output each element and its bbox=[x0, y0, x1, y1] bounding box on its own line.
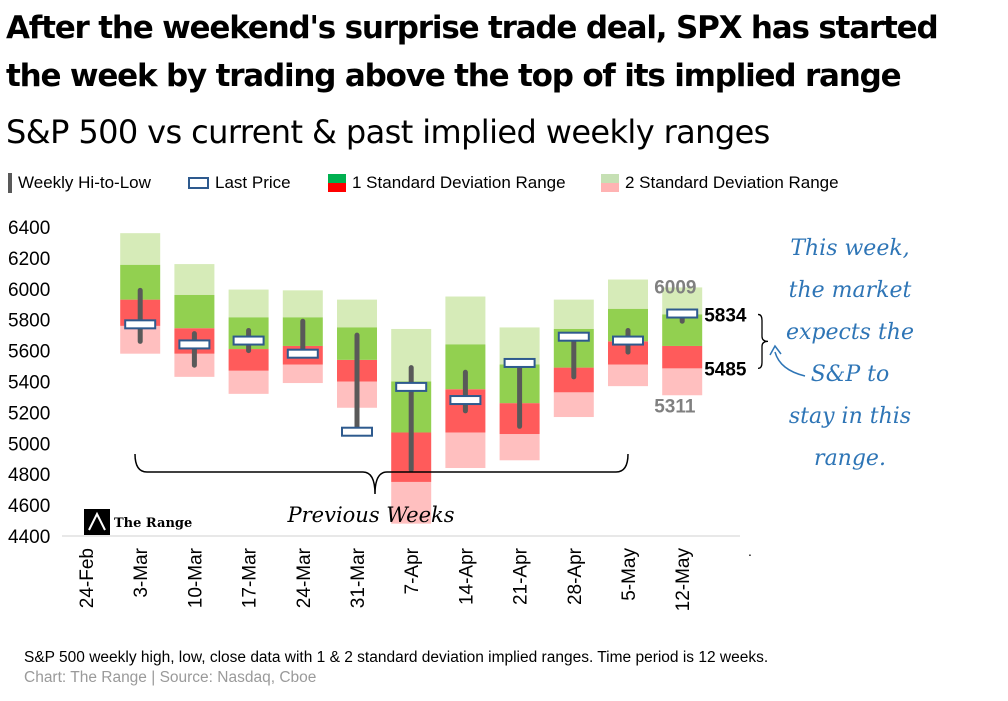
label-1sd-low: 5485 bbox=[704, 359, 747, 380]
x-tick-label: 17-Mar bbox=[240, 547, 261, 608]
legend-last-price: Last Price bbox=[188, 173, 291, 193]
2sd-upper-band bbox=[445, 296, 486, 345]
legend-1sd: 1 Standard Deviation Range bbox=[328, 173, 566, 193]
1sd-lower-band bbox=[228, 349, 269, 371]
x-tick-label: 7-Apr bbox=[402, 547, 423, 594]
2sd-lower-band bbox=[662, 368, 703, 396]
last-price-marker bbox=[124, 319, 157, 330]
2sd-upper-band bbox=[337, 299, 377, 328]
2sd-lower-band bbox=[499, 434, 540, 461]
label-2sd-high: 6009 bbox=[654, 277, 696, 298]
x-tick-label: 3-Mar bbox=[131, 547, 152, 597]
annotation-line: stay in this bbox=[788, 404, 912, 429]
watermark-text: The Range bbox=[114, 516, 192, 531]
this-week-bracket bbox=[757, 313, 769, 370]
y-tick-label: 6400 bbox=[8, 218, 50, 239]
annotation-text: This week, the market expects the S&P to… bbox=[770, 228, 930, 480]
annotation-line: expects the bbox=[785, 320, 914, 345]
chart-subtitle: S&P 500 vs current & past implied weekly… bbox=[6, 113, 770, 151]
annotation-line: range. bbox=[814, 446, 886, 471]
2sd-upper-band bbox=[120, 233, 161, 265]
x-tick-label: 10-Mar bbox=[185, 547, 206, 608]
2sd-lower-band bbox=[228, 370, 269, 394]
range-chart: 4400 4600 4800 5000 5200 5400 5600 5800 6000 6200… bbox=[8, 218, 806, 612]
one-sd-swatch-icon bbox=[328, 174, 346, 192]
headline-line-1: After the weekend's surprise trade deal,… bbox=[6, 10, 939, 46]
last-price-marker bbox=[557, 331, 590, 342]
legend-2sd-label: 2 Standard Deviation Range bbox=[625, 173, 839, 192]
last-price-marker bbox=[449, 395, 482, 406]
last-price-marker bbox=[666, 308, 699, 319]
last-price-marker bbox=[286, 348, 319, 359]
headline-line-2: the week by trading above the top of its… bbox=[6, 58, 902, 94]
x-tick-label: 12-May bbox=[673, 548, 694, 612]
last-price-marker bbox=[178, 339, 211, 350]
2sd-upper-band bbox=[174, 264, 215, 295]
last-price-marker bbox=[341, 426, 373, 437]
2sd-upper-band bbox=[282, 290, 323, 318]
y-tick-label: 6200 bbox=[8, 249, 50, 270]
x-tick-label: 5-May bbox=[619, 548, 640, 601]
footnote: S&P 500 weekly high, low, close data wit… bbox=[24, 649, 769, 666]
y-tick-label: 5200 bbox=[8, 403, 50, 424]
y-tick-label: 5400 bbox=[8, 373, 50, 394]
legend-1sd-label: 1 Standard Deviation Range bbox=[352, 173, 566, 192]
2sd-upper-band bbox=[553, 299, 594, 329]
annotation-line: S&P to bbox=[810, 362, 890, 387]
1sd-lower-band bbox=[662, 345, 703, 369]
x-axis-end-mark: . bbox=[748, 543, 752, 559]
legend-hi-lo-label: Weekly Hi-to-Low bbox=[18, 173, 151, 192]
previous-weeks-brace bbox=[134, 453, 629, 495]
label-1sd-high: 5834 bbox=[704, 305, 747, 326]
annotation-line: This week, bbox=[790, 236, 910, 261]
2sd-lower-band bbox=[445, 432, 486, 469]
x-tick-label: 31-Mar bbox=[348, 547, 369, 608]
x-tick-label: 14-Apr bbox=[456, 547, 477, 605]
legend-hi-lo: Weekly Hi-to-Low bbox=[8, 173, 151, 193]
logo-mark-icon bbox=[88, 511, 106, 531]
2sd-lower-band bbox=[608, 364, 648, 387]
2sd-upper-band bbox=[608, 279, 648, 309]
annotation-arrow bbox=[774, 351, 806, 377]
label-2sd-low: 5311 bbox=[654, 396, 696, 417]
y-tick-label: 4600 bbox=[8, 496, 50, 517]
last-price-marker bbox=[395, 381, 428, 392]
legend-2sd: 2 Standard Deviation Range bbox=[601, 173, 839, 193]
2sd-lower-band bbox=[391, 481, 432, 524]
2sd-lower-band bbox=[553, 392, 594, 418]
2sd-lower-band bbox=[282, 364, 323, 384]
y-tick-label: 4400 bbox=[8, 527, 50, 548]
1sd-upper-band bbox=[174, 294, 215, 329]
2sd-upper-band bbox=[228, 289, 269, 318]
annotation-line: the market bbox=[788, 278, 912, 303]
previous-weeks-label: Previous Weeks bbox=[286, 503, 454, 527]
two-sd-swatch-icon bbox=[601, 174, 619, 192]
last-price-marker bbox=[612, 335, 644, 346]
annotation-arrow-head bbox=[769, 344, 782, 356]
y-tick-label: 5600 bbox=[8, 342, 50, 363]
x-tick-label: 21-Apr bbox=[511, 547, 532, 605]
last-price-marker bbox=[232, 335, 265, 346]
legend-last-price-label: Last Price bbox=[215, 173, 291, 192]
y-tick-label: 5800 bbox=[8, 311, 50, 332]
hi-lo-bar-icon bbox=[8, 173, 12, 193]
y-tick-label: 5000 bbox=[8, 434, 50, 455]
source-note: Chart: The Range | Source: Nasdaq, Cboe bbox=[24, 669, 317, 686]
y-tick-label: 6000 bbox=[8, 280, 50, 301]
last-price-marker bbox=[503, 357, 536, 368]
x-tick-label: 24-Feb bbox=[77, 548, 98, 608]
last-price-rect-icon bbox=[188, 177, 209, 189]
x-tick-label: 24-Mar bbox=[294, 547, 315, 608]
x-tick-label: 28-Apr bbox=[565, 547, 586, 605]
y-tick-label: 4800 bbox=[8, 465, 50, 486]
